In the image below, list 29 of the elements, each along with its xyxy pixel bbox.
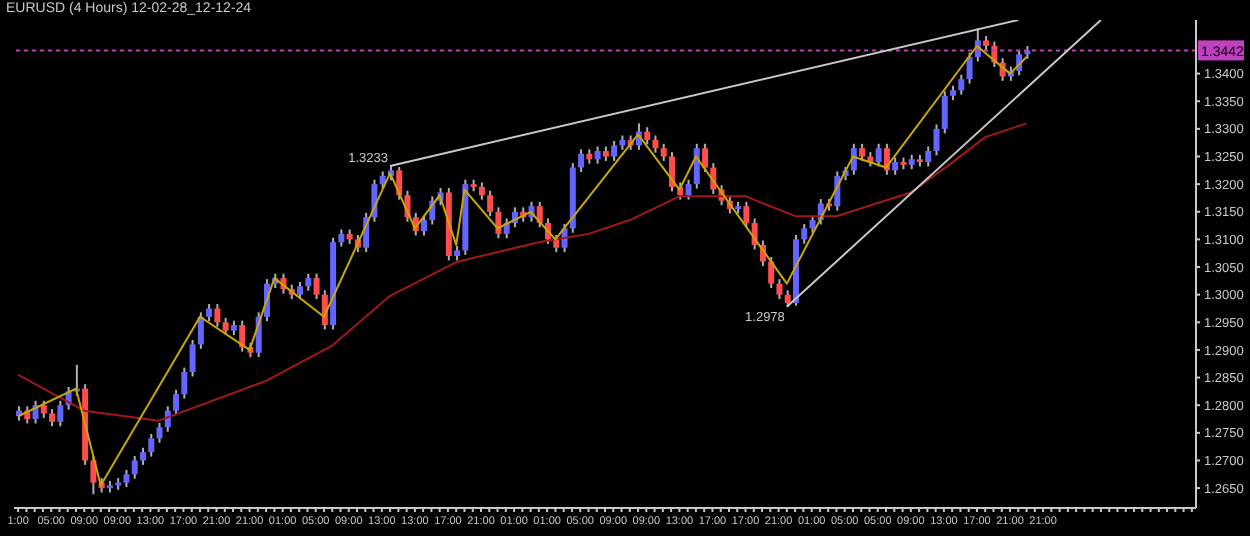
candlestick [611, 140, 618, 162]
candlestick [181, 366, 188, 400]
candlestick [933, 123, 940, 157]
candlestick [958, 73, 965, 96]
candlestick [189, 338, 196, 378]
candlestick [90, 455, 97, 496]
candlestick [966, 51, 973, 85]
candlestick [702, 142, 709, 173]
candlestick [941, 90, 948, 135]
candlestick [214, 303, 221, 328]
candlestick [536, 200, 543, 229]
candlestick [925, 145, 932, 168]
candlestick [875, 142, 882, 168]
candlestick [156, 421, 163, 444]
candlestick [685, 178, 692, 201]
line-series [17, 122, 1028, 422]
candlestick [131, 455, 138, 480]
candlestick [743, 200, 750, 229]
candlestick [57, 399, 64, 428]
candlestick [173, 388, 180, 417]
candlestick [148, 432, 155, 458]
candlestick [421, 214, 428, 237]
candlestick [801, 222, 808, 245]
candlestick [776, 278, 783, 301]
candlestick [578, 148, 585, 173]
candlestick [313, 272, 320, 301]
candlestick [487, 189, 494, 218]
candlestick [693, 142, 700, 190]
candlestick [768, 256, 775, 290]
